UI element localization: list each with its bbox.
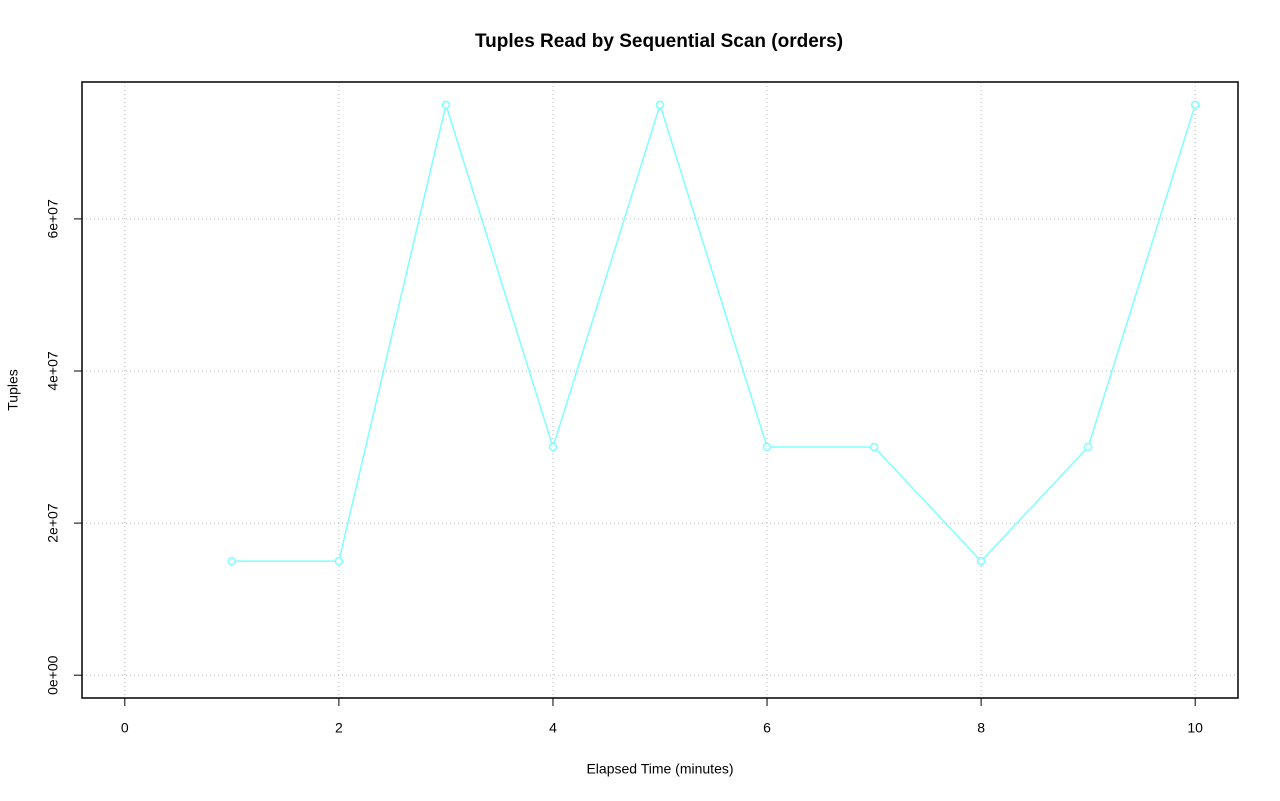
data-point: [1083, 442, 1093, 452]
x-tick-label: 0: [121, 720, 129, 736]
chart-title: Tuples Read by Sequential Scan (orders): [475, 31, 843, 52]
plot-frame: [81, 81, 1239, 699]
data-point: [441, 100, 451, 110]
data-point: [762, 442, 772, 452]
x-tick-label: 4: [549, 720, 557, 736]
data-point: [655, 100, 665, 110]
data-point: [1190, 100, 1200, 110]
x-axis-title: Elapsed Time (minutes): [586, 761, 733, 777]
data-point: [227, 556, 237, 566]
x-tick-label: 6: [763, 720, 771, 736]
y-tick-label: 2e+07: [45, 503, 61, 543]
x-tick-label: 2: [335, 720, 343, 736]
y-tick-label: 6e+07: [45, 199, 61, 239]
y-axis-title: Tuples: [5, 369, 21, 411]
data-point: [334, 556, 344, 566]
data-point: [869, 442, 879, 452]
x-tick-label: 10: [1187, 720, 1203, 736]
x-tick-label: 8: [977, 720, 985, 736]
data-point: [976, 556, 986, 566]
series-line: [231, 101, 1196, 563]
y-tick-label: 4e+07: [45, 351, 61, 391]
y-tick-label: 0e+00: [45, 655, 61, 695]
data-point: [548, 442, 558, 452]
